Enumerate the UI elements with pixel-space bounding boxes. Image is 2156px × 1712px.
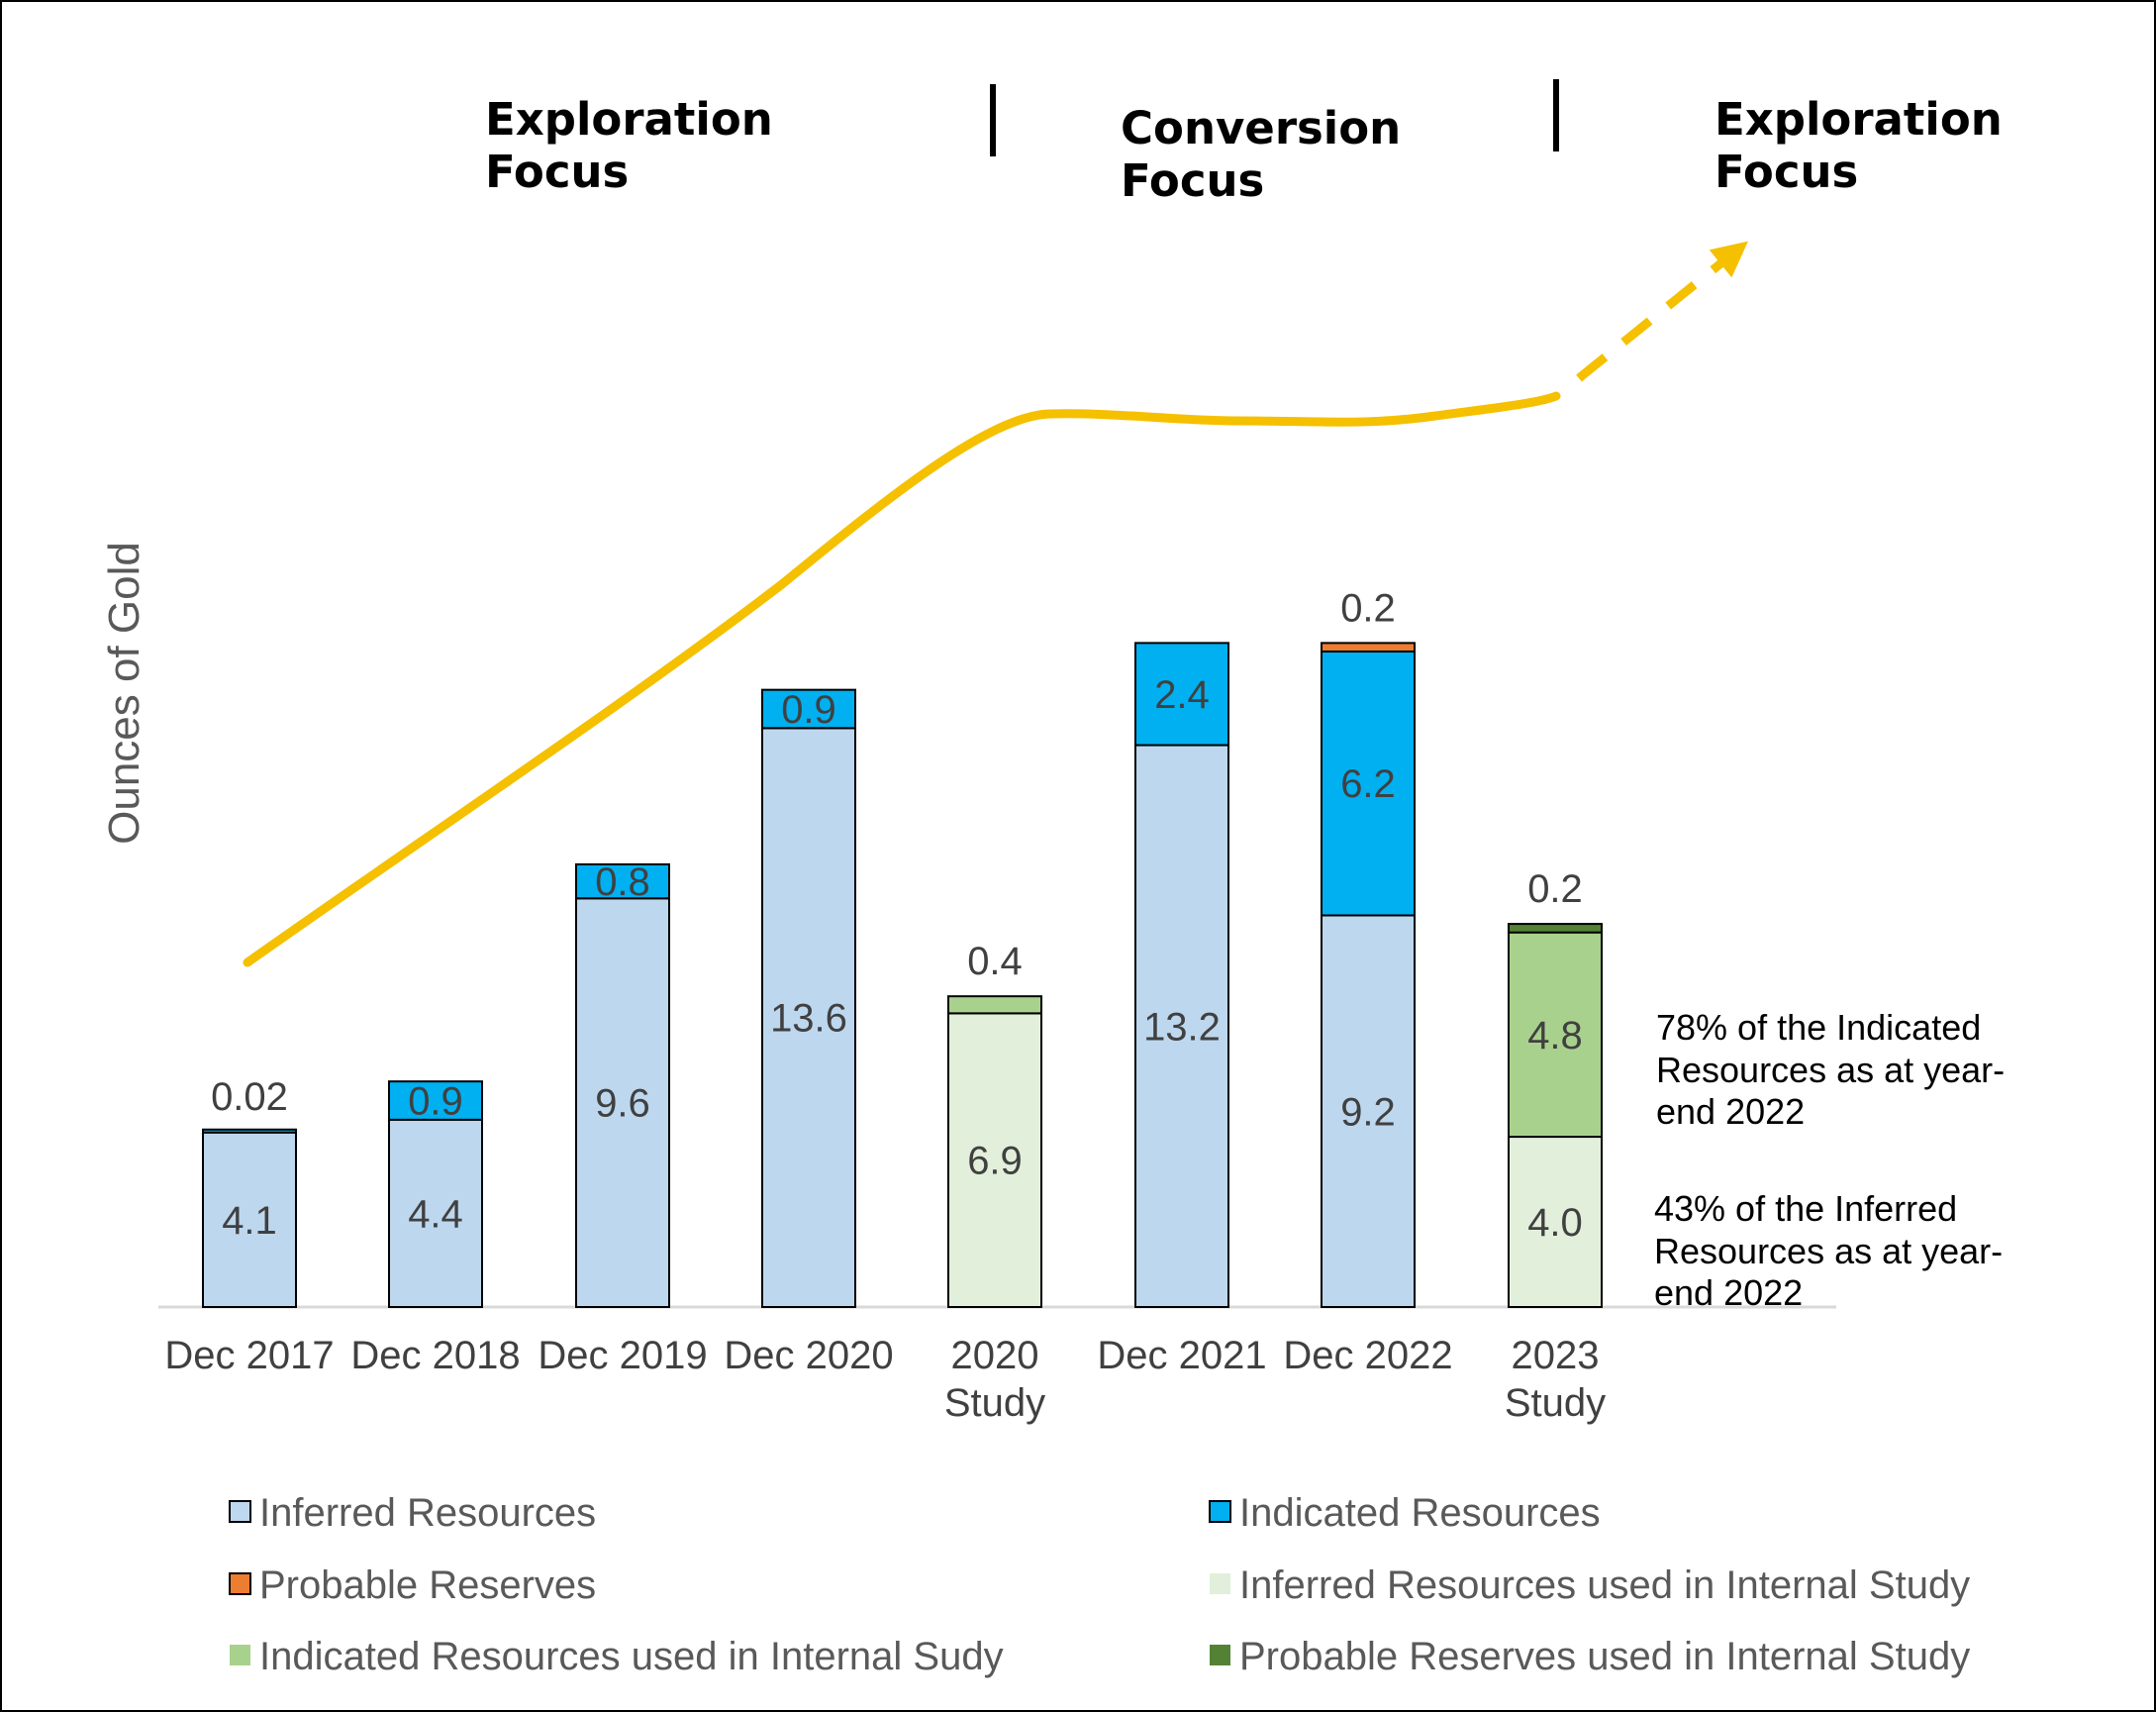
top-data-label-7: 0.2 bbox=[1527, 867, 1583, 911]
phase-3-title-line1: Exploration bbox=[1715, 93, 2003, 146]
bar-segment-indicated-5 bbox=[1134, 642, 1229, 747]
legend-label-indicated: Indicated Resources bbox=[1239, 1491, 1601, 1535]
note-indicated-line1: 78% of the Indicated bbox=[1656, 1007, 1981, 1048]
phase-3-title-line2: Focus bbox=[1715, 146, 1858, 198]
legend-label-probable: Probable Reserves bbox=[259, 1563, 596, 1607]
legend-swatch-indicated-study bbox=[230, 1645, 250, 1665]
x-tick-label-4-line1: 2020 bbox=[951, 1334, 1039, 1377]
x-tick-label-5: Dec 2021 bbox=[1097, 1334, 1266, 1377]
phase-2-title-line1: Conversion bbox=[1121, 102, 1401, 154]
legend-item-probable: Probable Reserves bbox=[229, 1563, 596, 1607]
bar-segment-inferred-3 bbox=[761, 727, 856, 1308]
bar-segment-indicated-6 bbox=[1321, 650, 1416, 917]
legend-item-indicated: Indicated Resources bbox=[1209, 1491, 1601, 1535]
data-label-indicated_study-7: 4.8 bbox=[1527, 1014, 1583, 1057]
bar-segment-inferred-2 bbox=[575, 897, 670, 1308]
x-tick-label-2: Dec 2019 bbox=[538, 1334, 707, 1377]
x-tick-label-0: Dec 2017 bbox=[164, 1334, 334, 1377]
legend-label-indicated-study: Indicated Resources used in Internal Sud… bbox=[259, 1635, 1004, 1678]
phase-1-title-line2: Focus bbox=[485, 146, 629, 198]
top-data-label-6: 0.2 bbox=[1340, 586, 1396, 630]
data-label-indicated-3: 0.9 bbox=[781, 688, 836, 732]
legend-item-inferred-study: Inferred Resources used in Internal Stud… bbox=[1210, 1563, 1970, 1607]
bar-segment-indicated_study-7 bbox=[1508, 931, 1603, 1139]
legend-label-inferred: Inferred Resources bbox=[259, 1491, 596, 1535]
x-tick-label-6: Dec 2022 bbox=[1283, 1334, 1452, 1377]
x-tick-label-4-line2: Study bbox=[944, 1381, 1045, 1425]
segment-labels-group: 4.1 4.4 0.9 9.6 0.8 13.6 0.9 6.9 13.2 2.4 9.2 6.2 4.… bbox=[222, 673, 1583, 1245]
data-label-indicated-5: 2.4 bbox=[1154, 673, 1210, 717]
bar-segment-probable_study-7 bbox=[1508, 923, 1603, 934]
trend-arrow bbox=[1576, 241, 1748, 382]
trend-line bbox=[243, 391, 1561, 967]
top-data-label-4: 0.4 bbox=[967, 940, 1023, 983]
bar-segment-inferred-1 bbox=[388, 1118, 483, 1308]
bar-segment-inferred_study-7 bbox=[1508, 1136, 1603, 1308]
legend-item-indicated-study: Indicated Resources used in Internal Sud… bbox=[230, 1635, 1004, 1678]
legend-swatch-inferred-study bbox=[1210, 1573, 1230, 1594]
note-inferred: 43% of the Inferred Resources as at year… bbox=[1654, 1188, 2003, 1313]
note-inferred-line3: end 2022 bbox=[1654, 1272, 1803, 1313]
legend-swatch-inferred bbox=[229, 1500, 251, 1523]
data-label-inferred-1: 4.4 bbox=[408, 1192, 463, 1236]
x-tick-label-3: Dec 2020 bbox=[724, 1334, 893, 1377]
data-label-indicated-6: 6.2 bbox=[1340, 762, 1396, 806]
data-label-inferred_study-4: 6.9 bbox=[967, 1140, 1023, 1183]
x-tick-label-7-line1: 2023 bbox=[1512, 1334, 1600, 1377]
x-tick-label-7-line2: Study bbox=[1505, 1381, 1606, 1425]
note-indicated-line2: Resources as at year- bbox=[1656, 1050, 2005, 1090]
bar-segment-indicated-0 bbox=[202, 1128, 297, 1134]
legend: Inferred Resources Indicated Resources P… bbox=[229, 1491, 1970, 1678]
data-label-inferred_study-7: 4.0 bbox=[1527, 1201, 1583, 1245]
x-tick-label-1: Dec 2018 bbox=[350, 1334, 520, 1377]
legend-label-inferred-study: Inferred Resources used in Internal Stud… bbox=[1239, 1563, 1970, 1607]
legend-item-inferred: Inferred Resources bbox=[229, 1491, 596, 1535]
data-label-indicated-2: 0.8 bbox=[595, 860, 650, 904]
top-labels-group: 0.02 0.4 0.2 0.2 bbox=[211, 586, 1583, 1119]
data-label-inferred-3: 13.6 bbox=[770, 997, 847, 1041]
bars-group bbox=[202, 642, 1603, 1308]
legend-swatch-indicated bbox=[1209, 1500, 1231, 1523]
data-label-inferred-6: 9.2 bbox=[1340, 1090, 1396, 1134]
bar-segment-inferred-5 bbox=[1134, 744, 1229, 1308]
data-label-indicated-1: 0.9 bbox=[408, 1080, 463, 1124]
legend-item-probable-study: Probable Reserves used in Internal Study bbox=[1210, 1635, 1970, 1678]
bar-segment-inferred-0 bbox=[202, 1131, 297, 1308]
note-inferred-line2: Resources as at year- bbox=[1654, 1231, 2003, 1271]
bar-segment-indicated-1 bbox=[388, 1080, 483, 1121]
bar-segment-indicated_study-4 bbox=[947, 995, 1042, 1015]
bar-segment-probable-6 bbox=[1321, 642, 1416, 653]
top-data-label-0: 0.02 bbox=[211, 1075, 288, 1119]
data-label-inferred-5: 13.2 bbox=[1143, 1005, 1221, 1049]
y-axis-label: Ounces of Gold bbox=[100, 542, 148, 845]
note-indicated-line3: end 2022 bbox=[1656, 1091, 1805, 1132]
bar-segment-indicated-3 bbox=[761, 688, 856, 730]
phase-2-title-line2: Focus bbox=[1121, 154, 1264, 207]
legend-label-probable-study: Probable Reserves used in Internal Study bbox=[1239, 1635, 1970, 1678]
legend-swatch-probable bbox=[229, 1572, 251, 1595]
bar-segment-indicated-2 bbox=[575, 862, 670, 900]
data-label-inferred-0: 4.1 bbox=[222, 1199, 277, 1243]
phase-1-title-line1: Exploration bbox=[485, 93, 773, 146]
note-indicated: 78% of the Indicated Resources as at yea… bbox=[1656, 1007, 2005, 1132]
legend-swatch-probable-study bbox=[1210, 1645, 1230, 1665]
data-label-inferred-2: 9.6 bbox=[595, 1082, 650, 1126]
x-ticks-group: Dec 2017 Dec 2018 Dec 2019 Dec 2020 2020Stud… bbox=[164, 1334, 1606, 1425]
bar-segment-inferred_study-4 bbox=[947, 1012, 1042, 1308]
note-inferred-line1: 43% of the Inferred bbox=[1654, 1188, 1957, 1229]
